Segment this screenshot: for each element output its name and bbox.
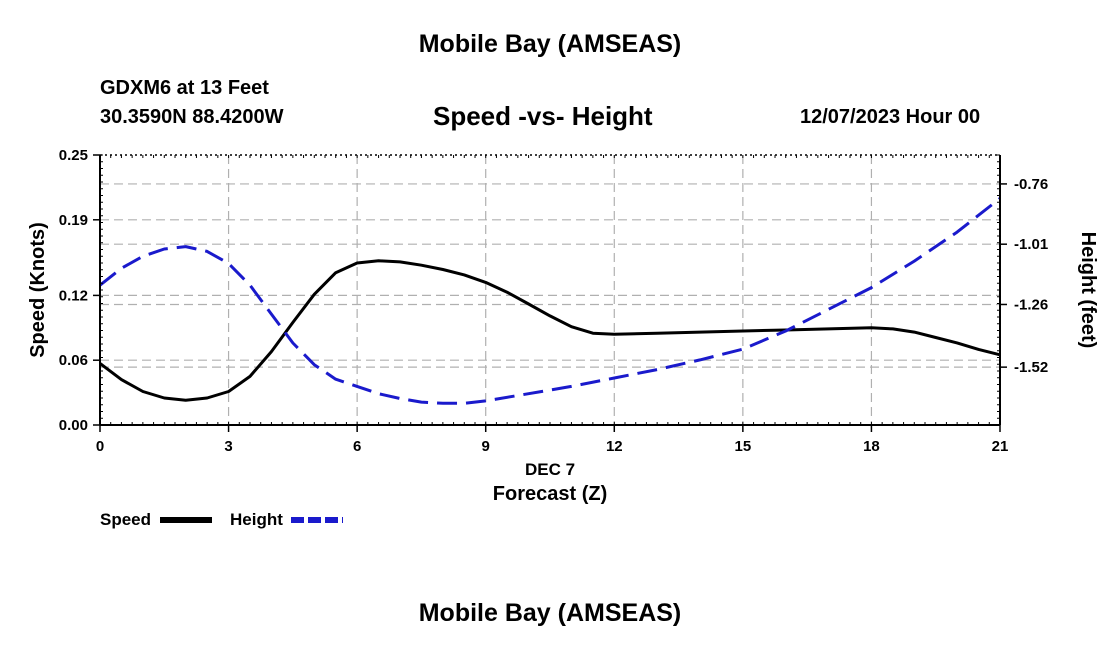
x-tick-label: 18 — [863, 438, 880, 455]
y2-tick-label: -1.01 — [1014, 236, 1048, 253]
datetime-label: 12/07/2023 Hour 00 — [800, 106, 981, 128]
height-series-line — [99, 197, 1001, 405]
y-axis-title: Speed (Knots) — [27, 222, 49, 358]
ticks — [93, 154, 1007, 432]
y-tick-label: 0.06 — [59, 352, 88, 369]
y2-tick-label: -1.52 — [1014, 359, 1048, 376]
y2-tick-label: -0.76 — [1014, 176, 1048, 193]
x-tick-label: 21 — [992, 438, 1009, 455]
main-title: Mobile Bay (AMSEAS) — [418, 30, 682, 58]
speed-series-line — [99, 259, 1001, 402]
y2-axis-title: Height (feet) — [1077, 232, 1099, 349]
y-tick-label: 0.00 — [59, 417, 88, 434]
x-axis-title: Forecast (Z) — [493, 483, 607, 505]
legend-speed-label: Speed — [100, 510, 151, 529]
x-tick-label: 3 — [224, 438, 232, 455]
x-tick-label: 12 — [606, 438, 623, 455]
chart-title: Speed -vs- Height — [433, 101, 653, 131]
legend-height-label: Height — [230, 510, 283, 529]
x-tick-label: 6 — [353, 438, 361, 455]
y2-tick-label: -1.26 — [1014, 296, 1048, 313]
x-tick-label: 9 — [482, 438, 490, 455]
x-tick-label: 15 — [735, 438, 752, 455]
series-layer — [99, 197, 1001, 405]
y-tick-label: 0.19 — [59, 212, 88, 229]
footer-title: Mobile Bay (AMSEAS) — [418, 599, 682, 627]
axis-labels: 0 3 6 9 12 15 18 21 0.00 0.06 0.12 0.19 0.25 -0.76 -1.… — [27, 147, 1099, 505]
y-tick-label: 0.12 — [59, 287, 88, 304]
x-tick-label: 0 — [96, 438, 104, 455]
legend: Speed Height — [100, 510, 343, 529]
station-label: GDXM6 at 13 Feet — [100, 77, 269, 99]
coordinates-label: 30.3590N 88.4200W — [100, 106, 284, 128]
grid — [100, 155, 1000, 425]
y-tick-label: 0.25 — [59, 147, 88, 164]
x-axis-date-label: DEC 7 — [525, 460, 575, 479]
